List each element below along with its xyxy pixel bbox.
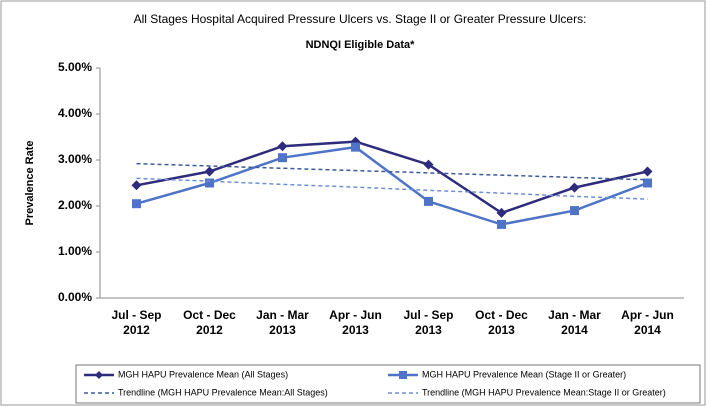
y-axis-label: Prevalence Rate — [24, 141, 36, 226]
x-tick-label: Jul - Sep — [403, 308, 453, 322]
x-tick-label: Jul - Sep — [111, 308, 161, 322]
chart-subtitle: NDNQI Eligible Data* — [306, 39, 416, 51]
marker — [278, 153, 287, 163]
x-tick-label: Apr - Jun — [621, 308, 674, 322]
x-tick-label: 2012 — [196, 323, 223, 337]
legend-label: Trendline (MGH HAPU Prevalence Mean:Stag… — [422, 387, 666, 397]
marker — [497, 219, 506, 229]
marker — [205, 178, 214, 188]
chart-title: All Stages Hospital Acquired Pressure Ul… — [134, 12, 587, 26]
x-tick-label: 2014 — [561, 323, 588, 337]
legend-label: MGH HAPU Prevalence Mean (Stage II or Gr… — [422, 369, 626, 379]
y-tick-label: 2.00% — [58, 198, 92, 212]
marker — [643, 178, 652, 188]
marker — [424, 196, 433, 206]
series-line — [136, 145, 648, 226]
x-tick-label: 2013 — [269, 323, 296, 337]
legend-marker — [399, 371, 407, 379]
x-tick-label: 2012 — [123, 323, 150, 337]
marker — [204, 166, 215, 177]
marker — [642, 166, 653, 177]
x-tick-label: Oct - Dec — [183, 308, 236, 322]
marker — [351, 142, 360, 152]
y-tick-label: 3.00% — [58, 152, 92, 166]
marker — [570, 206, 579, 216]
y-tick-label: 0.00% — [58, 290, 92, 304]
series-line — [136, 140, 648, 215]
x-tick-label: Jan - Mar — [256, 308, 309, 322]
x-tick-label: Oct - Dec — [475, 308, 528, 322]
trendline — [136, 162, 648, 181]
marker — [496, 207, 507, 218]
x-tick-label: Jan - Mar — [548, 308, 601, 322]
legend-label: MGH HAPU Prevalence Mean (All Stages) — [118, 369, 288, 379]
marker — [423, 159, 434, 170]
y-tick-label: 1.00% — [58, 244, 92, 258]
y-tick-label: 4.00% — [58, 106, 92, 120]
marker — [132, 199, 141, 209]
x-tick-label: 2013 — [342, 323, 369, 337]
x-tick-label: 2013 — [488, 323, 515, 337]
marker — [131, 180, 142, 191]
y-tick-label: 5.00% — [58, 60, 92, 74]
x-tick-label: 2014 — [634, 323, 661, 337]
x-tick-label: Apr - Jun — [329, 308, 382, 322]
marker — [277, 141, 288, 152]
legend-marker — [95, 371, 103, 379]
marker — [569, 182, 580, 193]
legend-label: Trendline (MGH HAPU Prevalence Mean:All … — [118, 387, 328, 397]
trendline — [136, 177, 648, 200]
legend-box — [75, 364, 701, 404]
x-tick-label: 2013 — [415, 323, 442, 337]
